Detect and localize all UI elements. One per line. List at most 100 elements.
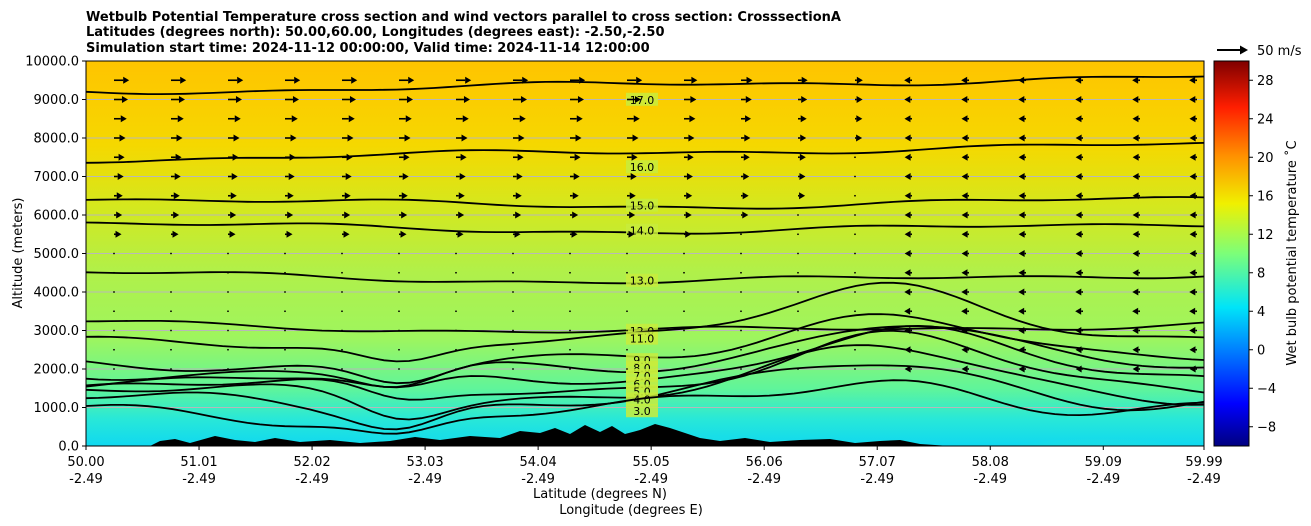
colorbar-tick-label: −4 (1257, 382, 1276, 397)
y-tick-label: 1000.0 (34, 401, 80, 416)
colorbar-tick-label: 20 (1257, 151, 1274, 166)
contour-label: 11.0 (630, 333, 655, 346)
contour-label-bg (626, 331, 658, 345)
wind-vector (398, 291, 400, 293)
wind-vector (170, 252, 172, 255)
wind-vector-head (1132, 96, 1139, 103)
wind-vector-head (1018, 134, 1025, 142)
wind-vector-head (115, 230, 122, 238)
chart-title: Wetbulb Potential Temperature cross sect… (86, 10, 841, 56)
wind-vector-head (520, 96, 527, 103)
wind-vector-head (961, 134, 968, 142)
wind-vector (683, 368, 685, 370)
wind-vector (569, 271, 571, 274)
wind-vector-head (1075, 230, 1082, 238)
wind-vector (341, 310, 343, 313)
wind-vector-head (1075, 115, 1082, 123)
x-tick-label-lon: -2.49 (1086, 472, 1120, 487)
wind-vector-head (229, 230, 236, 238)
wind-vector-head (961, 269, 968, 277)
wind-vector-head (572, 211, 579, 219)
wind-vector-head (746, 76, 753, 84)
wind-vector-head (744, 134, 751, 142)
wind-vector (170, 310, 172, 313)
y-tick-label: 2000.0 (34, 363, 80, 378)
wind-vector-head (1018, 96, 1025, 103)
wind-vector-head (405, 115, 412, 123)
wind-vector-head (1018, 307, 1025, 315)
contour-line (86, 379, 1204, 435)
wind-vector-head (799, 153, 806, 161)
wind-vector-head (742, 192, 749, 200)
x-tick-label-lat: 53.03 (406, 455, 443, 470)
wind-vector-head (800, 115, 807, 123)
y-tick-label: 9000.0 (34, 93, 80, 108)
wind-vector-head (347, 134, 354, 142)
wind-vector-head (286, 230, 293, 238)
wind-vector (113, 310, 115, 313)
wind-vector-head (572, 192, 579, 200)
wind-vector (455, 310, 457, 313)
colorbar-tick-label: 28 (1257, 74, 1274, 89)
wind-vector (341, 348, 343, 351)
title-line-3: Simulation start time: 2024-11-12 00:00:… (86, 41, 650, 56)
wind-vector-head (173, 192, 180, 200)
wind-vector-head (172, 230, 179, 238)
wind-vector-head (515, 211, 522, 219)
wind-vector-head (463, 96, 470, 103)
wind-vector (683, 348, 685, 351)
wind-vector (284, 291, 286, 293)
wind-vector-head (1189, 327, 1196, 334)
contour-label-bg (626, 273, 658, 287)
wind-vector (398, 329, 400, 332)
wind-vector-head (688, 134, 695, 142)
wind-vector-head (1018, 288, 1025, 296)
wind-vector-head (691, 76, 698, 84)
wind-vector-head (1018, 211, 1025, 219)
wind-vector-head (1189, 96, 1196, 103)
wind-vector-head (904, 134, 911, 142)
wind-vector-head (1075, 211, 1082, 219)
wind-vector (797, 233, 799, 236)
wind-vector-head (516, 173, 523, 180)
wind-vector-head (289, 153, 296, 161)
wind-vector (398, 368, 400, 370)
wind-vector (227, 310, 229, 313)
wind-vector-head (1189, 269, 1196, 277)
wind-vector (284, 271, 286, 274)
wind-vector (398, 310, 400, 313)
wind-vector-head (631, 153, 638, 161)
wind-vector-head (689, 115, 696, 123)
wind-vector-head (801, 96, 808, 103)
wind-vector-head (961, 365, 968, 373)
x-tick-label-lat: 52.02 (293, 455, 330, 470)
wind-vector-head (961, 346, 968, 354)
wind-vector-head (402, 173, 409, 180)
wind-vector-head (1132, 269, 1139, 277)
wind-vector-head (175, 153, 182, 161)
wind-vector-head (745, 115, 752, 123)
wind-vector (341, 271, 343, 274)
wind-vector (797, 348, 799, 351)
wind-vector (626, 329, 628, 332)
wind-vector (626, 348, 628, 351)
contour-label: 3.0 (633, 405, 651, 418)
colorbar-tick-label: 0 (1257, 343, 1265, 358)
wind-vector-head (1189, 230, 1196, 238)
colorbar-tick-label: 4 (1257, 305, 1265, 320)
wind-vector-head (287, 211, 294, 219)
wind-vector (740, 310, 742, 313)
y-tick-label: 8000.0 (34, 132, 80, 147)
wind-vector-head (961, 250, 968, 257)
wind-vector-head (230, 211, 237, 219)
plot-area: 17.016.015.014.013.012.011.09.08.07.06.0… (86, 61, 1204, 446)
wind-vector-head (1075, 346, 1082, 354)
wind-vector-head (856, 115, 863, 123)
wind-vector (170, 368, 172, 370)
wind-vector (569, 329, 571, 332)
wind-vector (113, 329, 115, 332)
wind-vector-head (290, 134, 297, 142)
x-tick-label-lat: 56.06 (746, 455, 783, 470)
wind-vector-head (742, 211, 749, 219)
wind-vector-head (118, 153, 125, 161)
